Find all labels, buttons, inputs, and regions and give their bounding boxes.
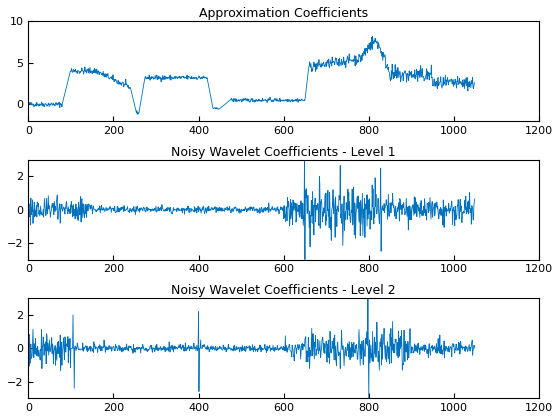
Title: Noisy Wavelet Coefficients - Level 1: Noisy Wavelet Coefficients - Level 1 xyxy=(171,146,396,159)
Title: Approximation Coefficients: Approximation Coefficients xyxy=(199,7,368,20)
Title: Noisy Wavelet Coefficients - Level 2: Noisy Wavelet Coefficients - Level 2 xyxy=(171,284,396,297)
